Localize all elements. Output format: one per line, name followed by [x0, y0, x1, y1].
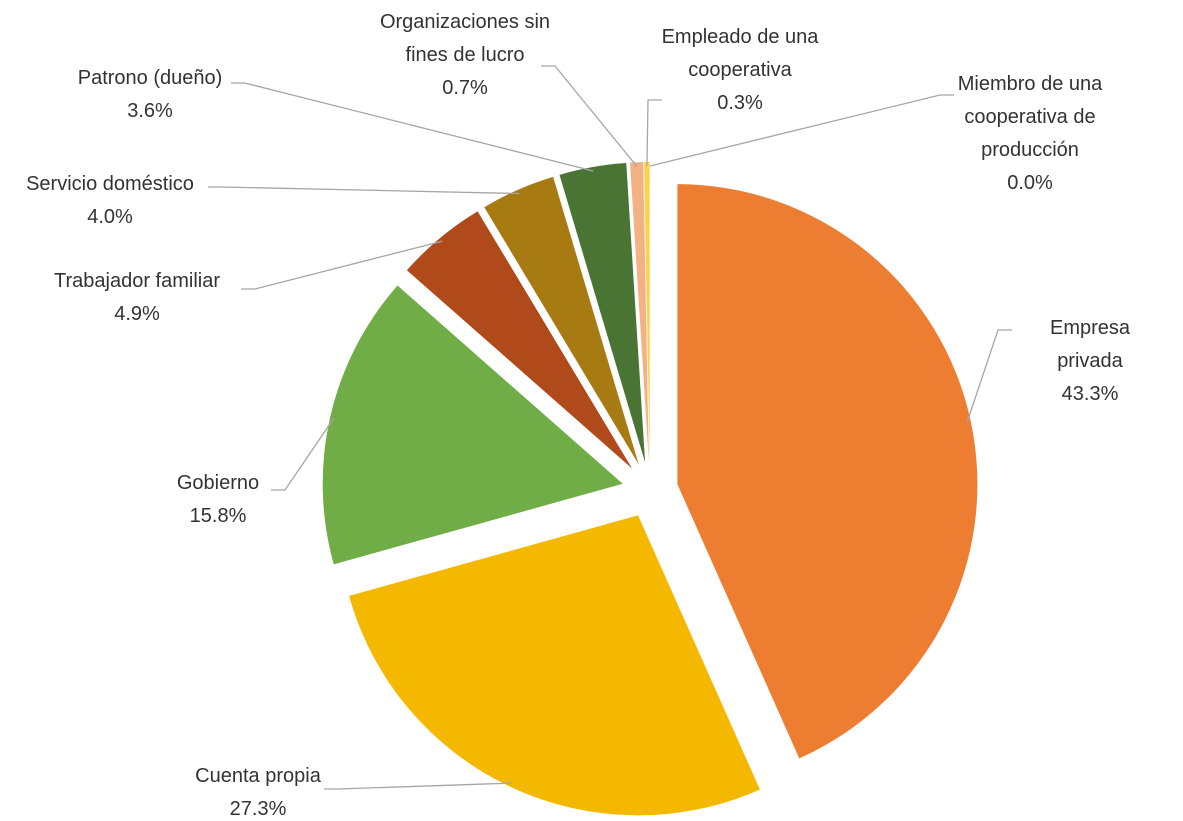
- category-label: Trabajador familiar: [54, 270, 220, 292]
- pie-slice: [349, 515, 760, 816]
- leader-line: [324, 782, 512, 790]
- leader-line: [649, 94, 954, 167]
- category-label: Organizaciones sin fines de lucro: [379, 11, 551, 66]
- category-label: Empresa privada: [1049, 317, 1131, 372]
- slice-label: Empleado de una cooperativa 0.3%: [653, 21, 828, 120]
- value-label: 0.7%: [442, 77, 488, 99]
- category-label: Empleado de una cooperativa: [661, 26, 819, 81]
- leader-line: [208, 186, 520, 195]
- pie-slice: [559, 163, 646, 463]
- slice-label: Organizaciones sin fines de lucro 0.7%: [370, 6, 560, 105]
- value-label: 0.3%: [717, 92, 763, 114]
- leader-line: [231, 82, 594, 172]
- slice-label: Empresa privada 43.3%: [1044, 312, 1137, 411]
- leader-line: [541, 65, 638, 167]
- value-label: 4.0%: [87, 206, 133, 228]
- value-label: 15.8%: [189, 505, 247, 527]
- value-label: 0.0%: [1007, 172, 1053, 194]
- slice-label: Miembro de una cooperativa de producción…: [948, 68, 1113, 200]
- leader-line: [241, 240, 443, 290]
- leader-line: [646, 99, 662, 167]
- pie-slice: [677, 184, 978, 759]
- slice-label: Patrono (dueño) 3.6%: [78, 62, 223, 128]
- category-label: Gobierno: [176, 472, 260, 494]
- slice-label: Trabajador familiar 4.9%: [54, 265, 220, 331]
- pie-slice: [629, 162, 649, 463]
- pie-slice: [484, 176, 639, 465]
- category-label: Patrono (dueño): [77, 67, 223, 89]
- leader-line: [271, 417, 335, 491]
- value-label: 3.6%: [127, 100, 173, 122]
- slice-label: Servicio doméstico 4.0%: [26, 168, 194, 234]
- slice-label: Cuenta propia 27.3%: [195, 760, 321, 821]
- pie-slice: [406, 211, 633, 469]
- value-label: 43.3%: [1061, 383, 1119, 405]
- value-label: 4.9%: [114, 303, 160, 325]
- slice-label: Gobierno 15.8%: [177, 467, 259, 533]
- category-label: Cuenta propia: [195, 765, 321, 787]
- pie-slice: [644, 162, 650, 463]
- pie-slice: [322, 285, 623, 565]
- category-label: Servicio doméstico: [26, 173, 194, 195]
- category-label: Miembro de una cooperativa de producción: [957, 73, 1103, 161]
- leader-line: [966, 329, 1012, 423]
- value-label: 27.3%: [229, 798, 287, 820]
